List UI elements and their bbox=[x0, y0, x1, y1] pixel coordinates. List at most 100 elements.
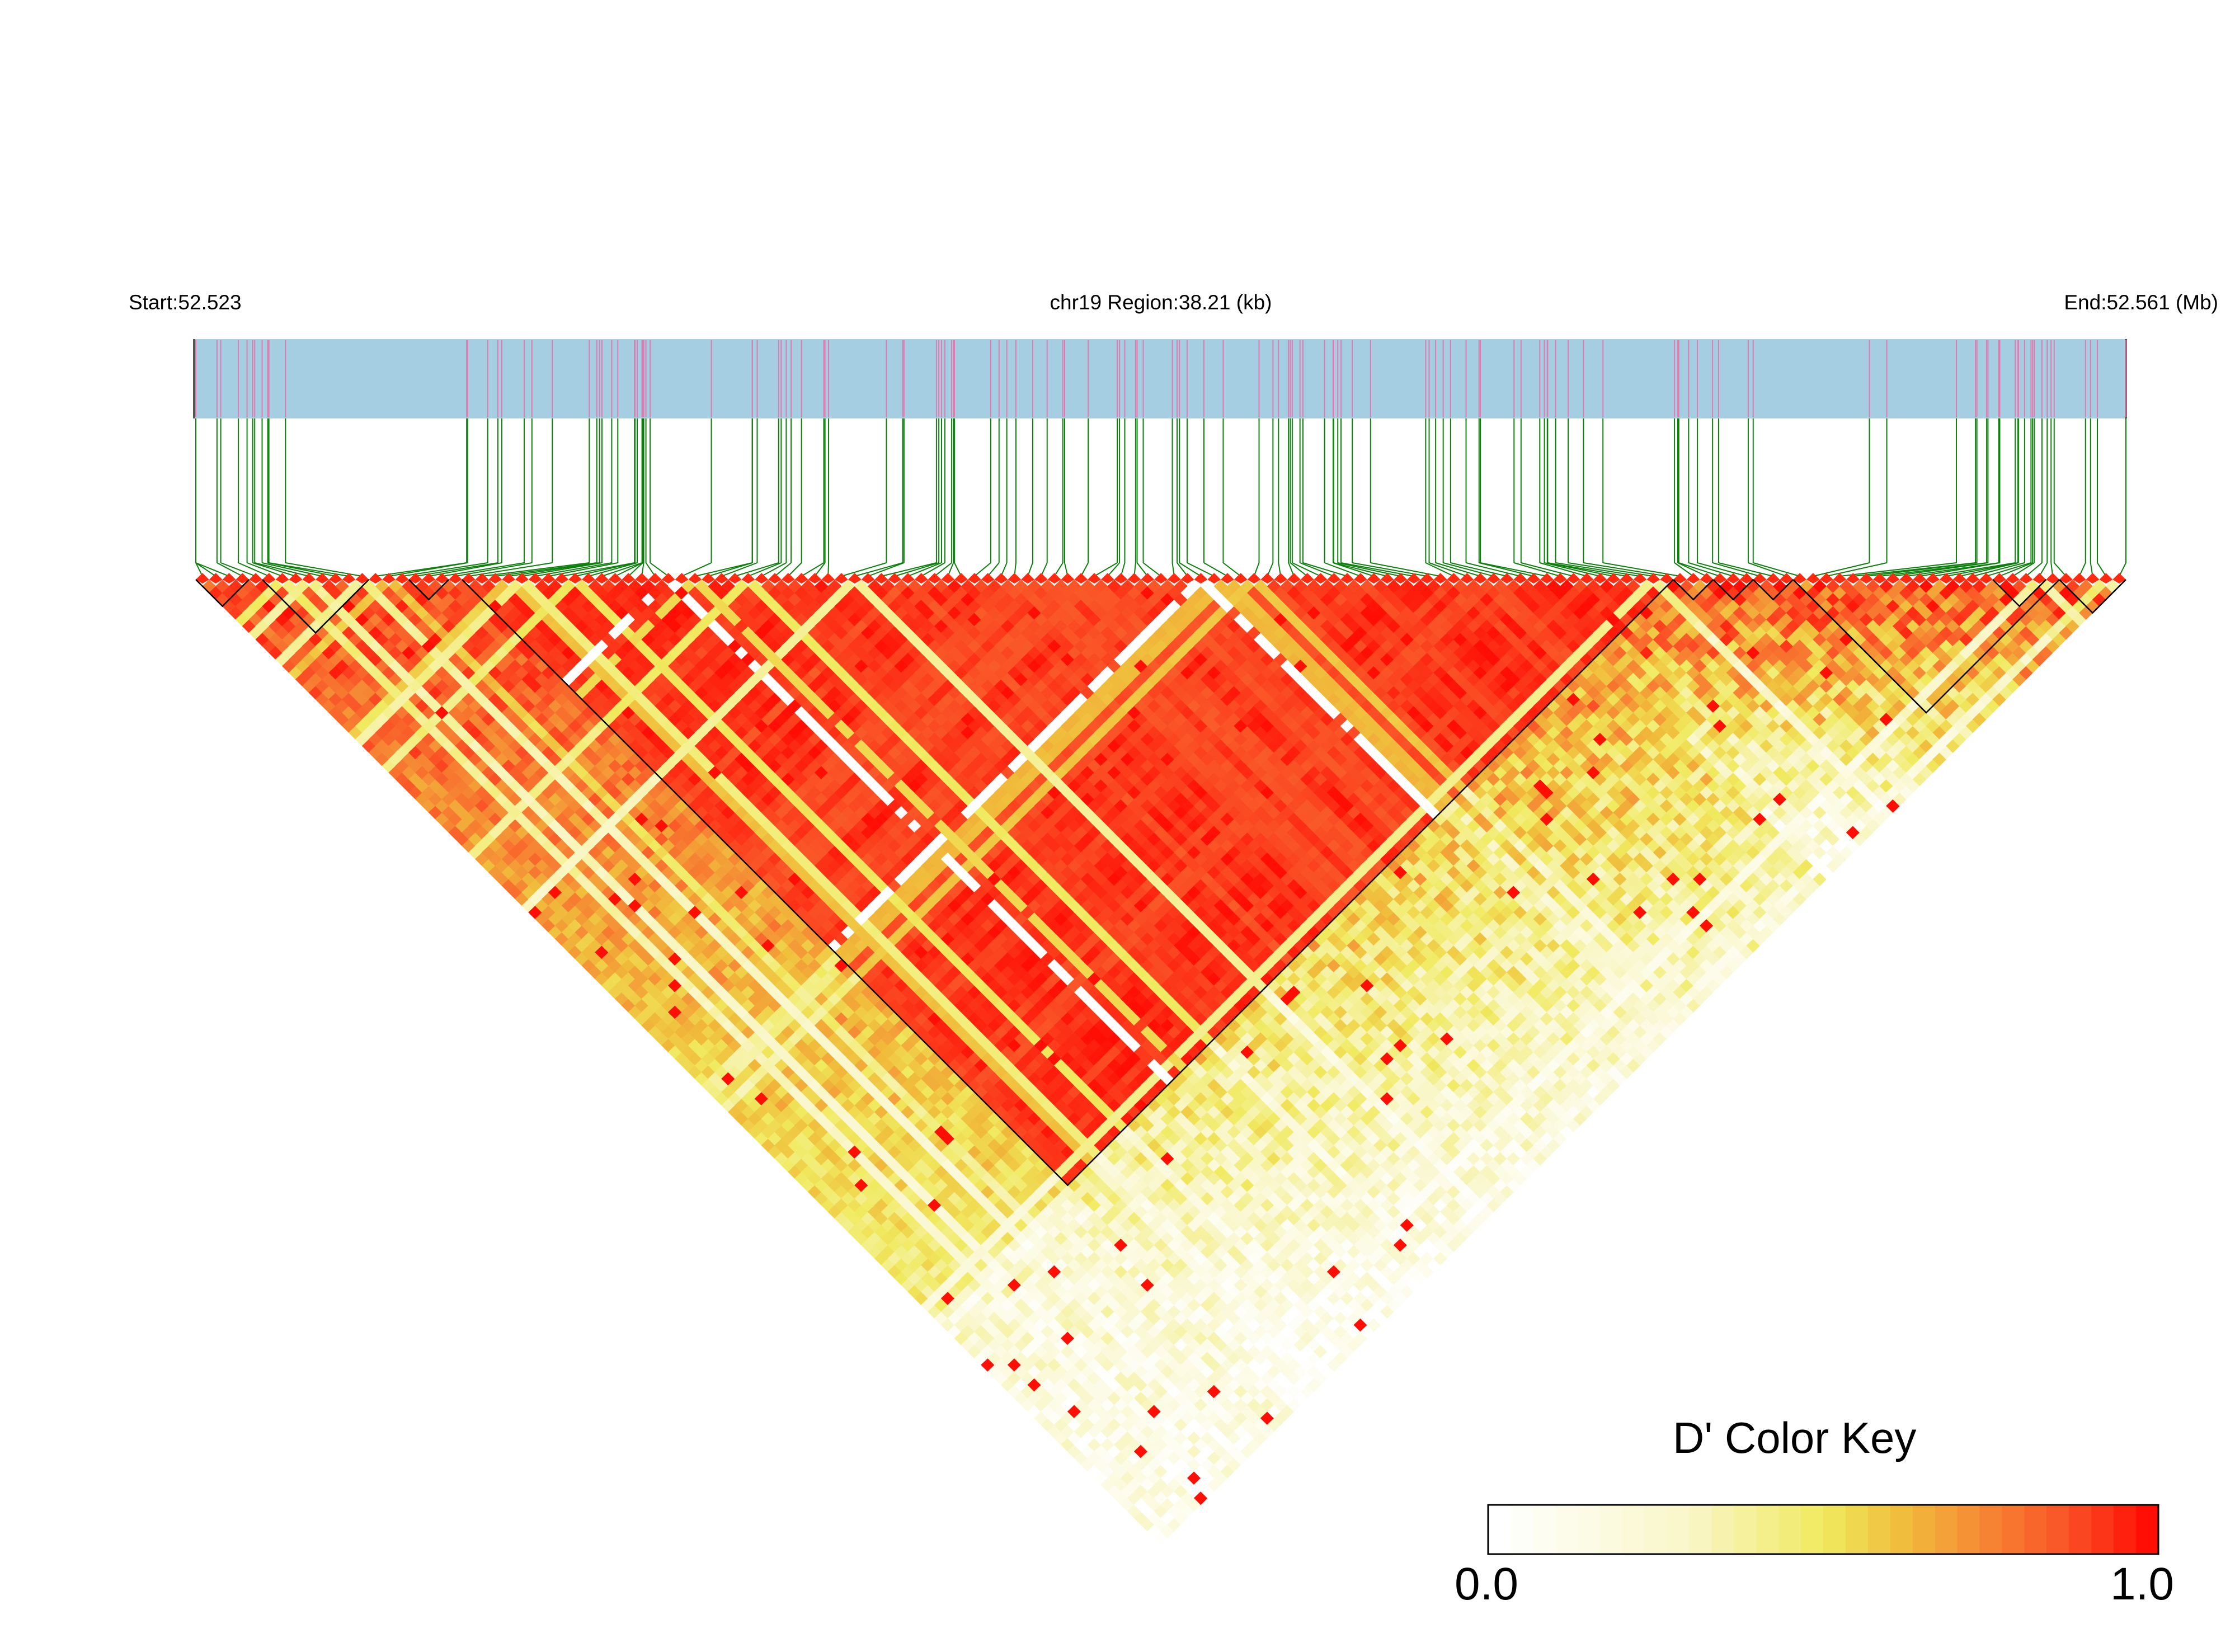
snp-connector-diagonal bbox=[262, 562, 323, 577]
snp-connector-diagonal bbox=[841, 562, 887, 577]
ld-cell bbox=[415, 580, 429, 594]
snp-connector-diagonal bbox=[854, 562, 903, 577]
snp-connector-diagonal bbox=[1813, 562, 1870, 577]
snp-connector-diagonal bbox=[1142, 562, 1161, 577]
snp-track-background bbox=[193, 339, 2126, 418]
snp-connector-diagonal bbox=[1435, 562, 1481, 577]
snp-connector-diagonal bbox=[1540, 562, 1587, 577]
snp-connector-diagonal bbox=[868, 562, 905, 577]
snp-position-ticks bbox=[195, 340, 2126, 417]
snp-connector-diagonal bbox=[1973, 562, 2025, 577]
snp-connector-diagonal bbox=[1450, 562, 1507, 577]
snp-connector-diagonal bbox=[238, 562, 270, 577]
snp-connector-diagonal bbox=[562, 562, 635, 577]
snp-connector-diagonal bbox=[1466, 562, 1521, 577]
snp-connector-diagonal bbox=[1136, 562, 1148, 577]
snp-connector-diagonal bbox=[588, 562, 638, 577]
snp-connector-diagonal bbox=[1748, 562, 1787, 577]
snp-connector-diagonal bbox=[801, 562, 825, 577]
snp-connector-diagonal bbox=[1999, 562, 2033, 577]
snp-connector-diagonal bbox=[1324, 562, 1361, 577]
snp-connector-diagonal bbox=[894, 562, 939, 577]
snp-connector-diagonal bbox=[1753, 562, 1800, 577]
snp-connector-diagonal bbox=[1179, 562, 1201, 577]
snp-connector-diagonal bbox=[721, 562, 757, 577]
snp-connector-diagonal bbox=[1443, 562, 1494, 577]
snp-connector-diagonal bbox=[761, 562, 787, 577]
ld-cell bbox=[375, 580, 389, 594]
snp-connector-diagonal bbox=[1678, 562, 1720, 577]
ld-cell bbox=[308, 580, 323, 594]
snp-connector-diagonal bbox=[2025, 562, 2043, 577]
snp-connector-diagonal bbox=[748, 562, 782, 577]
snp-connector-diagonal bbox=[681, 562, 712, 577]
snp-connector-diagonal bbox=[1107, 562, 1120, 577]
snp-connector-diagonal bbox=[1425, 562, 1454, 577]
snp-connector-lines bbox=[195, 418, 2126, 577]
snp-connector-diagonal bbox=[217, 562, 243, 577]
snp-connector-diagonal bbox=[2039, 562, 2048, 577]
snp-connector-diagonal bbox=[1203, 562, 1228, 577]
snp-connector-diagonal bbox=[628, 562, 643, 577]
snp-connector-diagonal bbox=[907, 562, 942, 577]
snp-connector-diagonal bbox=[1514, 562, 1561, 577]
snp-connector-diagonal bbox=[1370, 562, 1441, 577]
snp-connector-diagonal bbox=[615, 562, 643, 577]
snp-connector-diagonal bbox=[255, 562, 309, 577]
snp-connector-diagonal bbox=[1094, 562, 1118, 577]
snp-connector-diagonal bbox=[1187, 562, 1215, 577]
snp-connector-diagonal bbox=[1338, 562, 1401, 577]
snp-connector-diagonal bbox=[548, 562, 618, 577]
snp-connector-diagonal bbox=[495, 562, 597, 577]
snp-connector-diagonal bbox=[954, 562, 962, 577]
ld-cell bbox=[202, 580, 217, 594]
snp-connector-diagonal bbox=[645, 562, 656, 577]
snp-connector-diagonal bbox=[247, 562, 283, 577]
snp-connector-diagonal bbox=[1292, 562, 1321, 577]
snp-connector-diagonal bbox=[1479, 562, 1534, 577]
snp-connector-diagonal bbox=[1333, 562, 1387, 577]
ld-cell bbox=[495, 580, 509, 594]
snp-connector-diagonal bbox=[429, 562, 502, 577]
snp-connector-diagonal bbox=[2097, 562, 2107, 577]
snp-connector-diagonal bbox=[1222, 562, 1241, 577]
snp-connector-diagonal bbox=[195, 562, 203, 577]
ld-cell bbox=[322, 580, 336, 594]
ld-cell bbox=[335, 580, 350, 594]
snp-connector-diagonal bbox=[1893, 562, 1988, 577]
snp-connector-diagonal bbox=[735, 562, 779, 577]
ld-cell bbox=[428, 580, 443, 594]
snp-connector-diagonal bbox=[1521, 562, 1574, 577]
ld-cell bbox=[295, 580, 309, 594]
snp-connector-diagonal bbox=[2054, 562, 2067, 577]
snp-connector-diagonal bbox=[1053, 562, 1064, 577]
snp-connector-diagonal bbox=[1718, 562, 1773, 577]
snp-connector-diagonal bbox=[987, 562, 1000, 577]
snp-connector-diagonal bbox=[482, 562, 590, 577]
snp-connector-diagonal bbox=[1429, 562, 1467, 577]
ld-cell bbox=[388, 580, 403, 594]
snp-connector-diagonal bbox=[1826, 562, 1887, 577]
ld-cell-grid bbox=[196, 573, 2126, 1545]
ld-cell bbox=[468, 580, 483, 594]
snp-connector-diagonal bbox=[1340, 562, 1414, 577]
snp-connector-diagonal bbox=[252, 562, 296, 577]
snp-connector-diagonal bbox=[921, 562, 945, 577]
snp-connector-diagonal bbox=[220, 562, 256, 577]
snp-connector-diagonal bbox=[1480, 562, 1547, 577]
snp-connector-diagonal bbox=[708, 562, 753, 577]
snp-connector-diagonal bbox=[1544, 562, 1601, 577]
ld-cell bbox=[269, 580, 283, 594]
snp-connector-diagonal bbox=[1177, 562, 1188, 577]
snp-connector-diagonal bbox=[1300, 562, 1334, 577]
snp-connector-diagonal bbox=[1302, 562, 1348, 577]
snp-connector-diagonal bbox=[1674, 562, 1694, 577]
snp-connector-diagonal bbox=[1959, 562, 2019, 577]
snp-connector-diagonal bbox=[814, 562, 826, 577]
snp-connector-diagonal bbox=[1290, 562, 1308, 577]
snp-connector-diagonal bbox=[1697, 562, 1747, 577]
ld-cell bbox=[282, 580, 297, 594]
ld-cell bbox=[508, 580, 523, 594]
snp-connector-diagonal bbox=[881, 562, 937, 577]
snp-connector-diagonal bbox=[2119, 562, 2126, 577]
